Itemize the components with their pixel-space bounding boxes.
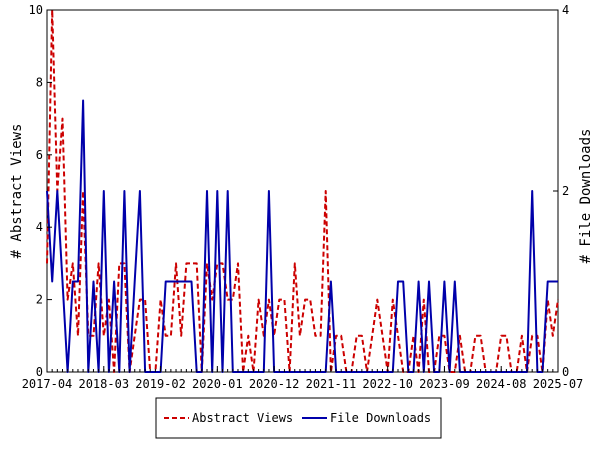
series-line-abstract-views — [46, 9, 559, 373]
x-tick-label: 2022-10 — [362, 377, 413, 391]
series-layer — [46, 9, 559, 373]
y-axis-title: # Abstract Views — [9, 124, 25, 259]
y-tick-label: 8 — [36, 75, 43, 89]
x-tick-label: 2019-02 — [135, 377, 186, 391]
x-tick-label: 2017-04 — [22, 377, 73, 391]
x-tick-label: 2020-01 — [192, 377, 243, 391]
y2-tick-label: 4 — [562, 3, 569, 17]
y-tick-label: 10 — [29, 3, 43, 17]
y-tick-label: 6 — [36, 148, 43, 162]
ticks-layer: 2017-04 2018-03 2019-02 2020-01 2020-12 2021-… — [22, 3, 584, 391]
x-tick-label: 2021-11 — [306, 377, 357, 391]
legend-label-abstract-views: Abstract Views — [192, 411, 293, 425]
y-tick-label: 4 — [36, 220, 43, 234]
x-tick-label: 2018-03 — [78, 377, 129, 391]
x-tick-label: 2024-08 — [476, 377, 527, 391]
legend: Abstract Views File Downloads — [155, 397, 442, 439]
x-tick-label: 2025-07 — [533, 377, 584, 391]
series-line-file-downloads — [46, 99, 558, 373]
y2-axis-title: # File Downloads — [578, 129, 594, 264]
legend-label-file-downloads: File Downloads — [330, 411, 431, 425]
y-tick-label: 0 — [36, 365, 43, 379]
legend-box — [155, 397, 442, 439]
x-tick-label: 2023-09 — [419, 377, 470, 391]
y-tick-label: 2 — [36, 293, 43, 307]
y2-tick-label: 2 — [562, 184, 569, 198]
y2-tick-label: 0 — [562, 365, 569, 379]
x-tick-label: 2020-12 — [249, 377, 300, 391]
